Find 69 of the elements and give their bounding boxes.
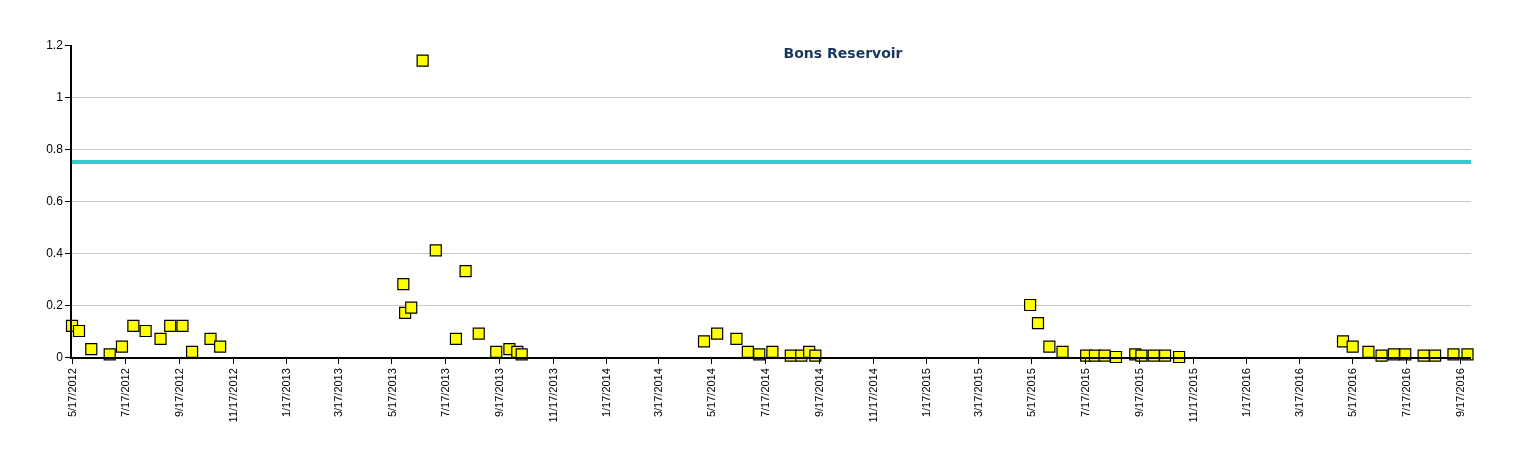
point (214, 340, 227, 353)
x-tick-label: 5/17/2014 (705, 368, 718, 418)
x-tick-label: 5/17/2015 (1025, 368, 1038, 418)
y-tick-label: 0.4 (46, 246, 64, 261)
point (459, 265, 472, 278)
point (103, 348, 116, 361)
y-tick-label: 0.6 (46, 194, 64, 209)
point (1461, 348, 1474, 361)
point (1056, 345, 1069, 358)
point (176, 319, 189, 332)
x-tick-label: 1/17/2014 (600, 368, 613, 418)
x-tick-label: 11/17/2015 (1186, 368, 1199, 423)
point (449, 332, 463, 345)
x-tick-label: 7/17/2013 (439, 368, 451, 418)
x-tick-label: 11/17/2012 (226, 368, 239, 423)
y-tick-label: 0.8 (46, 142, 64, 157)
point (127, 319, 140, 332)
point (1346, 340, 1359, 353)
point (72, 324, 86, 338)
point (164, 319, 177, 332)
point (397, 278, 410, 291)
y-tick-label: 0.2 (46, 298, 64, 313)
point (1043, 340, 1056, 353)
x-tick-label: 1/17/2016 (1240, 368, 1253, 418)
point (711, 327, 724, 340)
x-tick-label: 9/17/2012 (173, 368, 186, 418)
point (697, 335, 711, 348)
x-tick-label: 3/17/2014 (651, 368, 664, 418)
point (1362, 345, 1375, 358)
x-tick-label: 5/17/2016 (1346, 368, 1359, 418)
point (416, 54, 429, 67)
point (766, 345, 779, 358)
y-tick-label: 0 (56, 350, 64, 365)
x-tick-label: 7/17/2012 (119, 368, 132, 418)
point (139, 324, 152, 338)
x-tick-label: 7/17/2015 (1078, 368, 1091, 418)
point (472, 327, 485, 340)
x-tick-label: 5/17/2012 (65, 368, 78, 418)
point (154, 332, 167, 345)
y-tick-label: 1.2 (46, 38, 64, 53)
point (515, 348, 528, 361)
point (490, 345, 503, 358)
x-tick-label: 1/17/2015 (920, 368, 933, 418)
y-tick-label: 1 (56, 90, 64, 105)
x-tick-label: 11/17/2013 (546, 368, 559, 423)
point (1447, 348, 1460, 361)
point (185, 345, 199, 358)
x-tick-label: 9/17/2014 (813, 368, 826, 418)
x-tick-label: 3/17/2016 (1292, 368, 1305, 418)
point (730, 332, 743, 345)
x-tick-label: 3/17/2015 (971, 368, 984, 418)
point (753, 348, 766, 361)
point (115, 340, 129, 353)
point (204, 332, 217, 345)
x-tick-label: 9/17/2016 (1454, 368, 1467, 418)
point (1031, 317, 1045, 330)
chart-title: Bons Reservoir (783, 45, 903, 62)
x-tick-label: 7/17/2014 (758, 368, 771, 418)
x-tick-label: 1/17/2013 (280, 368, 293, 418)
point (429, 244, 442, 257)
x-tick-label: 9/17/2013 (493, 368, 506, 418)
x-tick-label: 3/17/2013 (332, 368, 345, 418)
point (405, 301, 418, 314)
x-tick-label: 7/17/2016 (1399, 368, 1412, 418)
point (85, 343, 98, 356)
x-tick-label: 9/17/2015 (1133, 368, 1146, 418)
point (1023, 298, 1037, 312)
x-tick-label: 5/17/2013 (385, 368, 398, 418)
x-tick-label: 11/17/2014 (866, 368, 879, 423)
